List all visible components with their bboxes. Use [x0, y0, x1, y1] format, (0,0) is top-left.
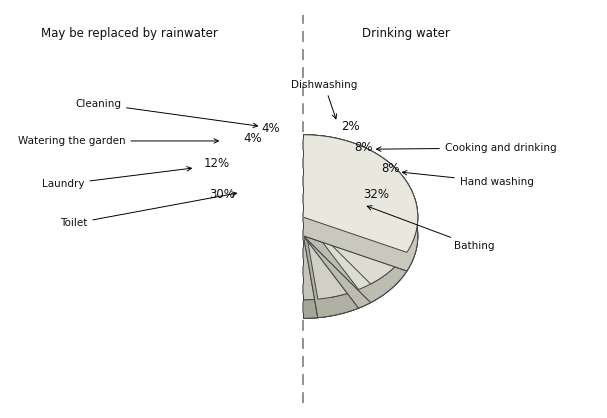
Text: Laundry: Laundry — [42, 167, 191, 189]
Polygon shape — [304, 217, 318, 318]
Polygon shape — [304, 236, 332, 318]
Polygon shape — [304, 217, 371, 299]
Polygon shape — [304, 217, 412, 261]
Polygon shape — [304, 217, 407, 271]
Polygon shape — [304, 217, 371, 303]
Polygon shape — [318, 284, 371, 318]
Text: 8%: 8% — [354, 141, 373, 155]
Text: 32%: 32% — [362, 188, 388, 201]
Text: Bathing: Bathing — [367, 206, 494, 251]
Polygon shape — [304, 297, 332, 318]
Polygon shape — [304, 299, 318, 318]
Text: Watering the garden: Watering the garden — [18, 136, 219, 146]
Polygon shape — [304, 236, 407, 303]
Polygon shape — [304, 153, 418, 261]
Polygon shape — [304, 217, 359, 308]
Polygon shape — [304, 217, 318, 300]
Polygon shape — [304, 236, 371, 318]
Polygon shape — [304, 217, 407, 284]
Polygon shape — [304, 135, 418, 261]
Text: 12%: 12% — [203, 157, 229, 170]
Text: Toilet: Toilet — [60, 192, 237, 228]
Text: 2%: 2% — [341, 120, 360, 133]
Polygon shape — [304, 217, 371, 303]
Polygon shape — [304, 217, 332, 300]
Polygon shape — [304, 135, 418, 271]
Text: Drinking water: Drinking water — [362, 27, 450, 40]
Polygon shape — [304, 236, 412, 308]
Polygon shape — [304, 217, 359, 308]
Text: 8%: 8% — [381, 162, 400, 175]
Polygon shape — [304, 153, 418, 271]
Polygon shape — [359, 243, 412, 308]
Polygon shape — [304, 217, 359, 297]
Polygon shape — [371, 252, 407, 303]
Text: Cleaning: Cleaning — [75, 99, 257, 127]
Text: 4%: 4% — [261, 122, 280, 135]
Text: Cooking and drinking: Cooking and drinking — [376, 143, 557, 153]
Text: Hand washing: Hand washing — [402, 171, 534, 187]
Polygon shape — [304, 135, 418, 252]
Text: 4%: 4% — [243, 133, 262, 145]
Polygon shape — [304, 217, 332, 316]
Polygon shape — [304, 236, 359, 316]
Polygon shape — [304, 217, 412, 290]
Polygon shape — [304, 217, 318, 318]
Polygon shape — [332, 290, 359, 316]
Polygon shape — [304, 236, 318, 318]
Text: 30%: 30% — [209, 188, 236, 201]
Polygon shape — [304, 217, 407, 271]
Text: Dishwashing: Dishwashing — [291, 80, 358, 119]
Text: May be replaced by rainwater: May be replaced by rainwater — [41, 27, 217, 40]
Polygon shape — [304, 217, 412, 261]
Polygon shape — [304, 217, 332, 316]
Polygon shape — [304, 135, 418, 243]
